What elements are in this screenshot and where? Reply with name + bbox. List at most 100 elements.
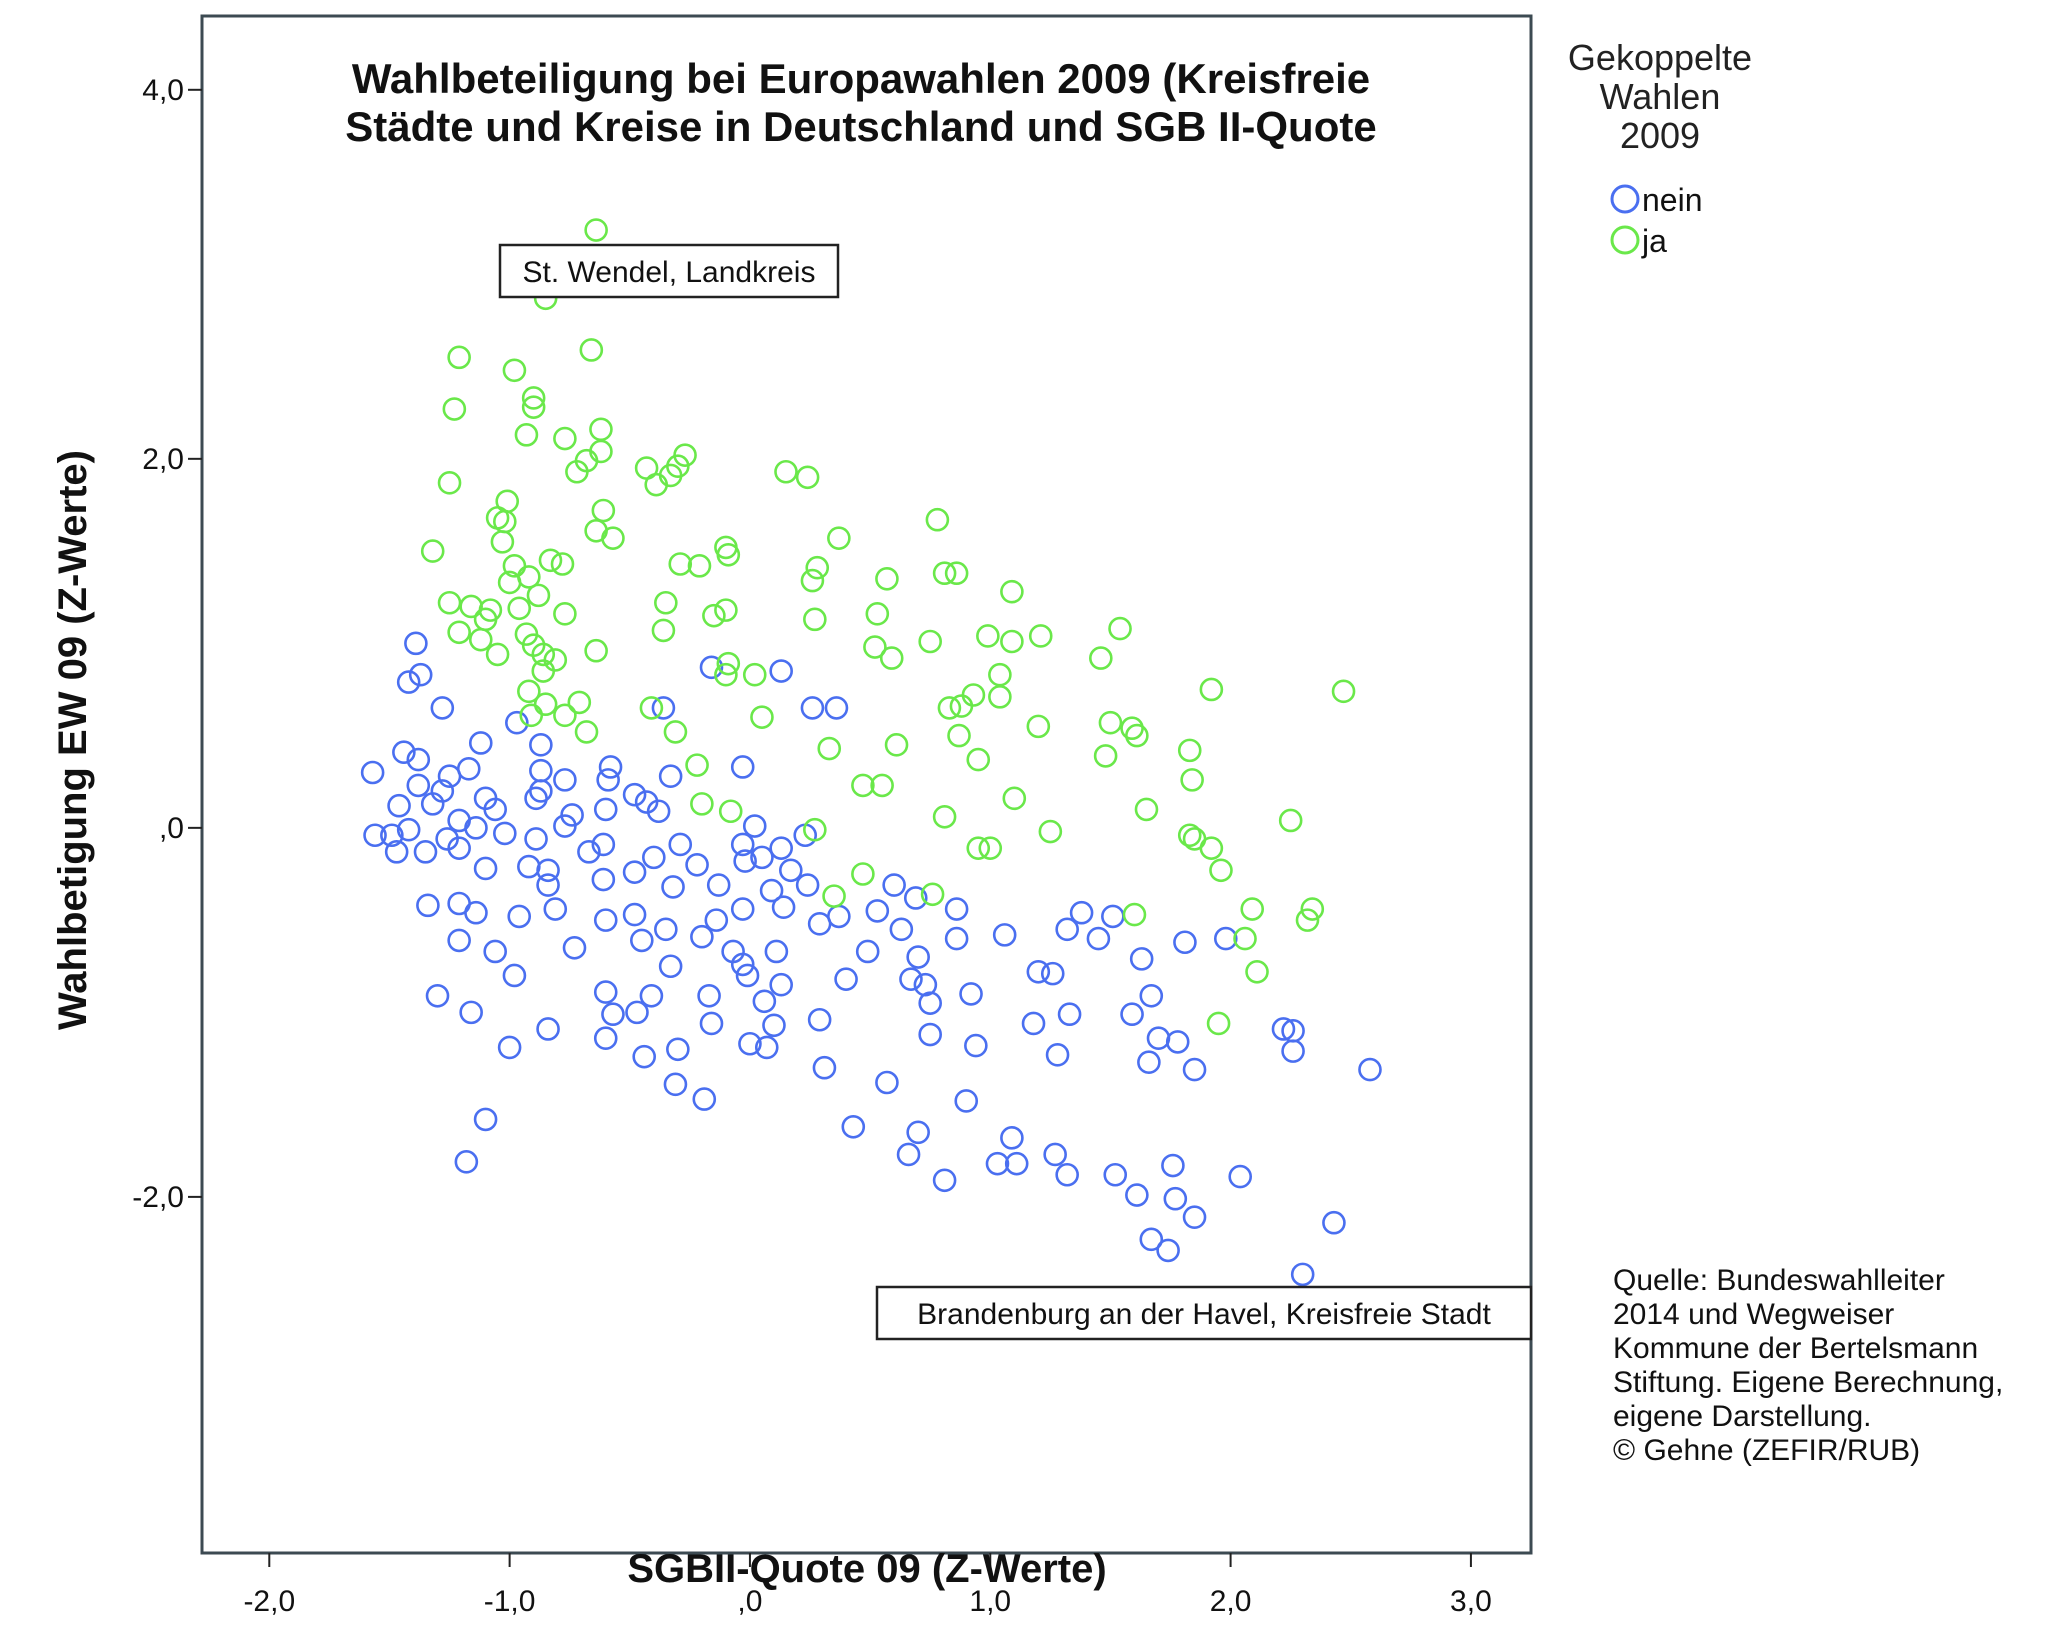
point-ja <box>1199 677 1224 702</box>
point-nein <box>1213 926 1238 951</box>
point-ja <box>1278 808 1303 833</box>
point-ja <box>574 720 599 744</box>
point-ja <box>851 862 875 886</box>
point-nein <box>899 967 923 991</box>
point-nein <box>1026 959 1051 984</box>
point-ja <box>485 642 510 667</box>
point-nein <box>932 1168 957 1193</box>
svg-text:Quelle: Bundeswahlleiter: Quelle: Bundeswahlleiter <box>1613 1264 1945 1297</box>
point-nein <box>690 924 714 949</box>
point-nein <box>754 1035 779 1060</box>
point-ja <box>1000 629 1024 654</box>
y-axis-label: Wahlbetigung EW 09 (Z-Werte) <box>51 450 95 1030</box>
annotation-brandenburg: Brandenburg an der Havel, Kreisfreie Sta… <box>875 1285 1533 1341</box>
point-nein <box>918 1022 942 1047</box>
point-nein <box>992 923 1017 947</box>
y-tick-label: 2,0 <box>142 443 184 476</box>
point-nein <box>524 827 548 851</box>
point-ja <box>468 627 493 652</box>
point-nein <box>954 1089 979 1113</box>
point-nein <box>553 814 577 838</box>
point-ja <box>591 498 616 523</box>
point-nein <box>360 760 385 785</box>
point-nein <box>1045 1043 1070 1067</box>
point-nein <box>392 740 416 765</box>
point-nein <box>733 849 757 873</box>
point-ja <box>553 703 577 728</box>
point-ja <box>817 736 842 761</box>
point-nein <box>593 980 618 1004</box>
point-ja <box>851 773 875 798</box>
point-nein <box>420 792 445 816</box>
point-nein <box>629 928 654 953</box>
point-nein <box>625 1000 649 1025</box>
svg-text:Brandenburg an der Havel, Krei: Brandenburg an der Havel, Kreisfreie Sta… <box>917 1298 1491 1331</box>
point-ja <box>870 773 894 798</box>
point-nein <box>685 852 709 877</box>
legend-title-3: 2009 <box>1620 115 1700 156</box>
point-nein <box>1004 1151 1029 1176</box>
svg-text:St. Wendel, Landkreis: St. Wendel, Landkreis <box>523 256 816 289</box>
point-ja <box>1000 579 1024 604</box>
point-nein <box>1290 1262 1315 1287</box>
point-nein <box>591 832 616 857</box>
point-nein <box>596 768 620 792</box>
x-tick-label: 3,0 <box>1450 1585 1492 1618</box>
point-nein <box>699 1011 724 1036</box>
point-nein <box>408 662 433 687</box>
point-ja <box>944 561 969 586</box>
point-nein <box>699 655 724 680</box>
point-nein <box>668 832 693 857</box>
point-ja <box>526 583 551 608</box>
point-nein <box>502 963 527 988</box>
y-tick-label: -2,0 <box>132 1181 184 1214</box>
point-nein <box>1139 1227 1164 1252</box>
point-nein <box>1358 1057 1382 1082</box>
point-nein <box>730 897 755 921</box>
point-ja <box>553 602 577 626</box>
point-ja <box>553 426 577 451</box>
point-ja <box>937 696 962 720</box>
point-nein <box>593 908 618 932</box>
point-nein <box>735 963 760 988</box>
point-nein <box>752 989 777 1014</box>
point-ja <box>651 618 676 643</box>
point-ja <box>584 638 608 663</box>
point-nein <box>601 1002 625 1027</box>
point-ja <box>714 598 738 622</box>
point-ja <box>497 570 522 595</box>
point-nein <box>882 873 906 897</box>
point-nein <box>622 860 647 884</box>
point-nein <box>692 1087 717 1111</box>
point-ja <box>750 705 774 729</box>
point-nein <box>896 1142 921 1167</box>
point-nein <box>507 904 532 929</box>
point-ja <box>714 662 738 687</box>
point-nein <box>750 845 774 870</box>
point-nein <box>416 893 440 918</box>
point-nein <box>505 710 529 735</box>
point-nein <box>464 900 488 925</box>
point-nein <box>738 1031 762 1056</box>
point-ja <box>1199 836 1224 860</box>
point-ja <box>584 218 608 242</box>
point-nein <box>430 696 455 720</box>
point-ja <box>1206 1011 1231 1036</box>
point-ja <box>507 596 532 621</box>
point-ja <box>437 471 462 495</box>
point-ja <box>1240 897 1265 921</box>
point-ja <box>1180 768 1204 792</box>
point-nein <box>769 836 793 860</box>
point-ja <box>803 607 827 632</box>
point-ja <box>1098 710 1123 735</box>
point-nein <box>396 670 421 694</box>
point-nein <box>593 1026 618 1051</box>
point-nein <box>404 631 428 656</box>
x-axis-label: SGBII-Quote 09 (Z-Werte) <box>627 1547 1106 1591</box>
point-ja <box>795 465 820 490</box>
point-ja <box>822 884 846 908</box>
chart-title-line-2: Städte und Kreise in Deutschland und SGB… <box>345 103 1376 150</box>
point-nein <box>632 1044 656 1069</box>
point-ja <box>1245 959 1269 984</box>
x-tick-label: -2,0 <box>243 1585 295 1618</box>
